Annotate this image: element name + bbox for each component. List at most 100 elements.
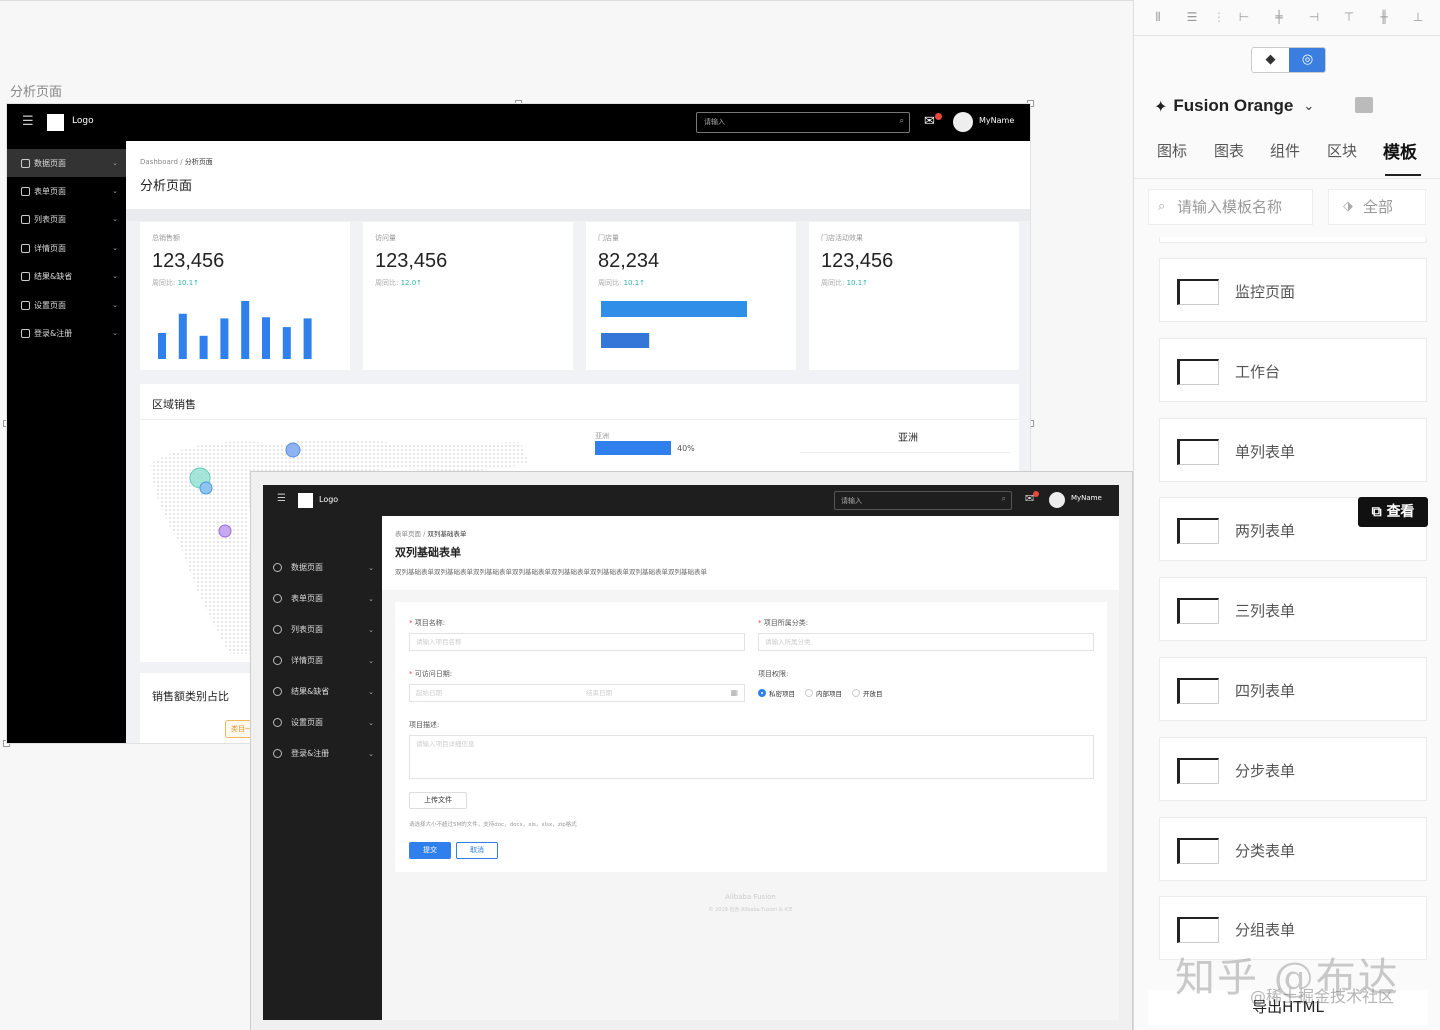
sidebar-item-label: 登录&注册 [34, 328, 73, 338]
cancel-button[interactable]: 取消 [456, 842, 498, 859]
align-vcenter-icon[interactable]: ╫ [1380, 10, 1388, 24]
chevron-down-icon: ⌄ [1303, 98, 1315, 114]
align-left-edge-icon[interactable]: ⊢ [1238, 10, 1250, 24]
avatar[interactable] [953, 112, 973, 132]
chevron-down-icon: ⌄ [368, 749, 374, 758]
sidebar-item-result[interactable]: 结果&缺省 ⌄ [263, 676, 382, 707]
tab-components[interactable]: 组件 [1270, 142, 1301, 160]
template-card[interactable]: 四列表单 [1159, 657, 1427, 721]
tab-blocks[interactable]: 区块 [1327, 142, 1358, 160]
sidebar-item-label: 数据页面 [291, 563, 323, 572]
align-center-icon[interactable]: ☰ [1186, 10, 1198, 24]
username[interactable]: MyName [1071, 494, 1102, 502]
sidebar-item-label: 列表页面 [291, 625, 323, 634]
theme-selector[interactable]: ✦ Fusion Orange ⌄ [1154, 93, 1314, 119]
breadcrumb: 表单页面 / 双列基础表单 [395, 530, 467, 538]
view-button[interactable]: ⧉ 查看 [1358, 497, 1428, 527]
template-card[interactable]: 单列表单 [1159, 417, 1427, 482]
template-card[interactable]: 分步表单 [1159, 736, 1427, 801]
sidebar-item-list[interactable]: 列表页面 ⌄ [263, 614, 382, 645]
search-icon[interactable]: ⌕ [1001, 494, 1006, 503]
bar-chart-icon [273, 625, 282, 634]
sidebar-item-list[interactable]: 列表页面 ⌄ [7, 205, 126, 233]
sidebar-item-detail[interactable]: 详情页面 ⌄ [263, 645, 382, 676]
breadcrumb-item[interactable]: Dashboard [140, 158, 178, 166]
search-input[interactable]: 请输入 ⌕ [696, 112, 910, 133]
template-card[interactable]: 分组表单 [1159, 896, 1427, 961]
chevron-down-icon: ⌄ [368, 656, 374, 665]
tab-icons[interactable]: 图标 [1157, 142, 1188, 160]
project-description-textarea[interactable]: 请输入项目详细信息 [409, 735, 1094, 779]
template-name: 三列表单 [1235, 602, 1296, 621]
compare-label: 周同比: [821, 279, 845, 287]
sidebar-item-detail[interactable]: 详情页面 ⌄ [7, 234, 126, 262]
tab-charts[interactable]: 图表 [1214, 142, 1245, 160]
template-card[interactable]: 监控页面 [1159, 258, 1427, 322]
bar [262, 317, 270, 359]
compare-label: 周同比: [152, 279, 176, 287]
form-icon [21, 186, 30, 196]
search-icon[interactable]: ⌕ [899, 116, 904, 125]
stat-value: 123,456 [375, 250, 448, 272]
avatar[interactable] [1049, 492, 1065, 508]
template-search-input[interactable]: ⌕ 请输入模板名称 [1148, 189, 1313, 225]
chevron-down-icon: ⌄ [112, 301, 118, 309]
align-bottom-icon[interactable]: ⊥ [1412, 10, 1424, 24]
upload-button[interactable]: 上传文件 [409, 792, 467, 809]
date-range-picker[interactable]: 起始日期 结束日期 ▦ [409, 684, 745, 702]
template-name: 两列表单 [1235, 522, 1296, 541]
chevron-down-icon: ⌄ [368, 563, 374, 572]
form-page-frame[interactable]: ☰ Logo 请输入 ⌕ ✉ MyName 数据页面 ⌄ 表单页面 ⌄ 列表页面 ⌄ … [250, 471, 1133, 1030]
sidebar-item-label: 设置页面 [291, 718, 323, 727]
diamond-icon[interactable]: ◆ [1265, 52, 1276, 67]
sidebar-item-data[interactable]: 数据页面 ⌄ [7, 149, 126, 177]
template-card[interactable]: 工作台 [1159, 337, 1427, 402]
breadcrumb-item[interactable]: 表单页面 [395, 530, 421, 538]
top-nav: ☰ Logo 请输入 ⌕ ✉ MyName [7, 104, 1030, 141]
chevron-down-icon: ⌄ [368, 687, 374, 696]
category-filter[interactable]: ⬗ 全部 [1328, 189, 1426, 225]
align-left-icon[interactable]: ⫴ [1155, 10, 1161, 24]
radio-label: 私密项目 [769, 690, 795, 698]
template-name: 分步表单 [1235, 761, 1296, 780]
footer-copyright: © 2019 包含 Alibaba Fusion & ICE [708, 907, 793, 913]
menu-toggle-icon[interactable]: ☰ [277, 493, 286, 504]
radio-internal[interactable]: 内部项目 [805, 688, 842, 698]
image-icon[interactable] [1355, 97, 1373, 113]
align-hcenter-icon[interactable]: ╪ [1275, 10, 1283, 24]
template-card[interactable]: 三列表单 [1159, 577, 1427, 642]
radio-private[interactable]: 私密项目 [758, 688, 795, 698]
mail-icon[interactable]: ✉ [1025, 492, 1035, 505]
sidebar-item-settings[interactable]: 设置页面 ⌄ [7, 291, 126, 319]
template-card[interactable]: 分类表单 [1159, 816, 1427, 881]
more-icon[interactable]: ⋮ [1213, 10, 1225, 24]
search-placeholder: 请输入模板名称 [1177, 198, 1283, 216]
design-canvas[interactable]: 分析页面 ☰ Logo 请输入 ⌕ ✉ MyName 数据页面 ⌄ 表单页面 ⌄ 列… [0, 0, 1133, 1030]
stat-card: 门店量 82,234 周同比: 10.1↑ [586, 222, 796, 370]
project-name-input[interactable]: 请输入项目名称 [409, 633, 745, 651]
globe-icon[interactable]: ◎ [1289, 48, 1325, 72]
menu-toggle-icon[interactable]: ☰ [22, 114, 34, 129]
compare-label: 周同比: [598, 279, 622, 287]
sidebar-item-form[interactable]: 表单页面 ⌄ [7, 177, 126, 205]
stat-card: 总销售额 123,456 周同比: 10.1↑ [140, 222, 350, 370]
sidebar-item-login[interactable]: 登录&注册 ⌄ [263, 738, 382, 769]
export-html-button[interactable]: 导出HTML [1148, 990, 1428, 1026]
sidebar-item-result[interactable]: 结果&缺省 ⌄ [7, 262, 126, 290]
submit-button[interactable]: 提交 [409, 842, 451, 859]
mail-icon[interactable]: ✉ [924, 114, 935, 129]
template-thumbnail [1177, 279, 1219, 305]
compare-value: 10.1↑ [623, 279, 646, 287]
sidebar-item-settings[interactable]: 设置页面 ⌄ [263, 707, 382, 738]
calendar-icon[interactable]: ▦ [730, 688, 738, 697]
radio-public[interactable]: 开放目 [852, 688, 883, 698]
search-input[interactable]: 请输入 ⌕ [834, 491, 1012, 510]
sidebar-item-data[interactable]: 数据页面 ⌄ [263, 552, 382, 583]
username[interactable]: MyName [979, 116, 1015, 125]
tab-templates[interactable]: 模板 [1383, 143, 1417, 163]
align-top-icon[interactable]: ⊤ [1343, 10, 1355, 24]
sidebar-item-login[interactable]: 登录&注册 ⌄ [7, 319, 126, 347]
sidebar-item-form[interactable]: 表单页面 ⌄ [263, 583, 382, 614]
align-right-edge-icon[interactable]: ⊣ [1308, 10, 1320, 24]
project-category-input[interactable]: 请输入所属分类 [758, 633, 1094, 651]
